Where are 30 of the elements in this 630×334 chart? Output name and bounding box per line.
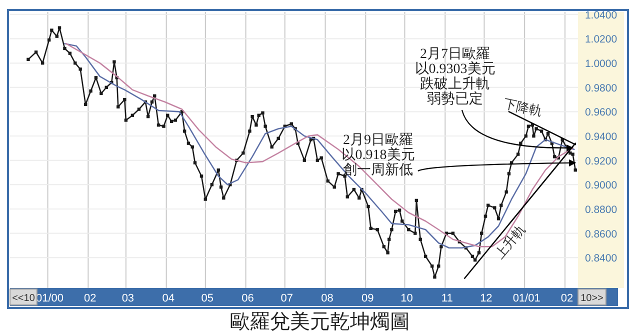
x-tick-label: 01/01 [512, 292, 540, 304]
y-tick-label: 1.0200 [584, 34, 618, 46]
annotation: 2月7日歐羅以0.9303美元跌破上升軌弱勢已定 [414, 46, 496, 107]
y-tick-label: 0.9800 [584, 82, 618, 94]
y-tick-label: 0.9400 [584, 131, 618, 144]
y-tick-label: 0.9000 [584, 180, 618, 192]
x-tick-label: 02 [84, 292, 96, 304]
text: 下降軌 [502, 96, 544, 119]
x-tick-label: 10 [400, 292, 413, 304]
y-tick-label: 0.9200 [584, 155, 618, 168]
x-tick-label: 05 [201, 292, 214, 304]
x-tick-label: 04 [162, 292, 174, 304]
x-tick-label: 12 [480, 292, 492, 304]
x-tick-label: 11 [441, 292, 453, 304]
text: 10>> [580, 293, 604, 304]
x-tick-label: 03 [122, 292, 134, 304]
text: 歐羅兌美元乾坤燭圖 [230, 310, 410, 333]
text: 上升軌 [492, 222, 528, 262]
x-tick-label: 06 [242, 292, 254, 304]
x-tick-label: 02 [560, 292, 574, 304]
x-tick-label: 07 [280, 292, 294, 304]
x-tick-label: 08 [321, 292, 334, 304]
y-tick-label: 0.8400 [584, 252, 618, 265]
y-tick-label: 0.8600 [584, 228, 618, 240]
y-tick-label: 1.0000 [584, 58, 618, 70]
y-tick-label: 0.8800 [584, 204, 618, 216]
y-tick-label: 1.0400 [584, 9, 618, 22]
x-tick-label: 09 [362, 292, 374, 304]
y-tick-label: 0.9600 [584, 106, 618, 119]
text: <<10 [12, 293, 36, 304]
